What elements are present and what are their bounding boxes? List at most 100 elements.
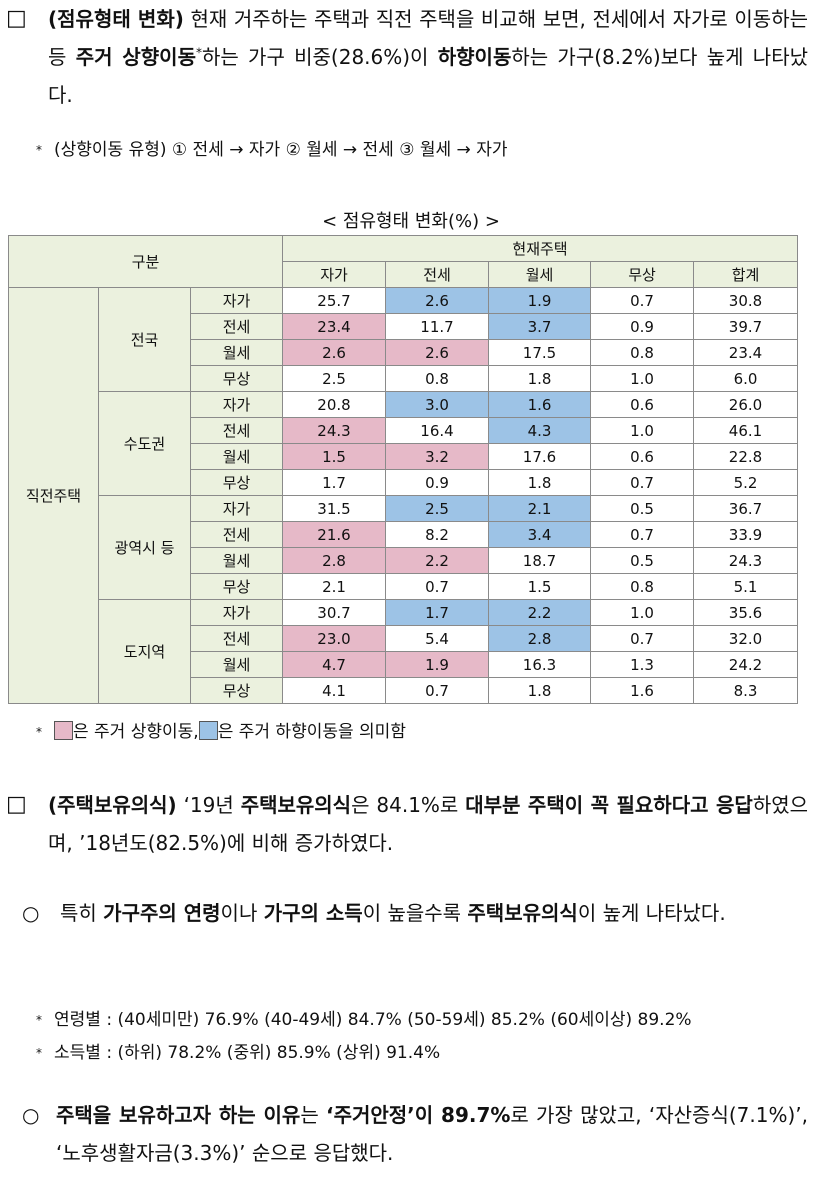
text-run: 특히 bbox=[60, 901, 104, 925]
row-label: 자가 bbox=[190, 287, 283, 314]
table-cell: 0.8 bbox=[590, 573, 694, 600]
table-cell: 32.0 bbox=[693, 625, 798, 652]
table-cell: 24.3 bbox=[282, 417, 386, 444]
table-row: 전세 24.3 16.4 4.3 1.0 46.1 bbox=[9, 417, 798, 444]
paragraph: □ (주택보유의식) ‘19년 주택보유의식은 84.1%로 대부분 주택이 꼭 … bbox=[0, 786, 808, 862]
table-cell: 3.2 bbox=[385, 443, 489, 470]
legend-text: 은 주거 상향이동, bbox=[73, 722, 199, 742]
header-cell: 합계 bbox=[693, 261, 798, 288]
row-label: 자가 bbox=[190, 391, 283, 418]
header-cell: 무상 bbox=[590, 261, 694, 288]
table-cell: 5.2 bbox=[693, 469, 798, 496]
row-label: 월세 bbox=[190, 651, 283, 678]
table-cell: 1.0 bbox=[590, 417, 694, 444]
text-run: 이 높게 나타났다. bbox=[577, 901, 726, 925]
table-cell: 20.8 bbox=[282, 391, 386, 418]
table-cell: 5.1 bbox=[693, 573, 798, 600]
table-cell: 4.1 bbox=[282, 677, 386, 704]
legend-text: 은 주거 하향이동을 의미함 bbox=[217, 722, 406, 742]
table-cell: 36.7 bbox=[693, 495, 798, 522]
paragraph: □ (점유형태 변화) 현재 거주하는 주택과 직전 주택을 비교해 보면, 전세… bbox=[0, 0, 808, 114]
table-cell: 23.0 bbox=[282, 625, 386, 652]
table-cell: 0.7 bbox=[590, 521, 694, 548]
table-cell: 2.6 bbox=[282, 339, 386, 366]
table-cell: 0.9 bbox=[590, 313, 694, 340]
table-cell: 8.3 bbox=[693, 677, 798, 704]
text-run: 하는 가구(8.2%)보다 높게 나타났다. bbox=[48, 45, 809, 107]
table-cell: 1.0 bbox=[590, 365, 694, 392]
row-label: 무상 bbox=[190, 677, 283, 704]
table-cell: 2.2 bbox=[385, 547, 489, 574]
table-cell: 2.8 bbox=[282, 547, 386, 574]
table-cell: 30.7 bbox=[282, 599, 386, 626]
table-row: 도지역 자가 30.7 1.7 2.2 1.0 35.6 bbox=[9, 599, 798, 704]
text-run: 하는 가구 비중(28.6%)이 bbox=[201, 45, 438, 69]
text-run: 가구의 소득 bbox=[263, 901, 363, 925]
notes: * 연령별 : (40세미만) 76.9% (40-49세) 84.7% (50-… bbox=[36, 1004, 692, 1070]
row-label: 월세 bbox=[190, 547, 283, 574]
table-cell: 3.7 bbox=[488, 313, 591, 340]
table-row: 수도권 자가 20.8 3.0 1.6 0.6 26.0 bbox=[9, 391, 798, 496]
note: * (상향이동 유형) ① 전세 → 자가 ② 월세 → 전세 ③ 월세 → 자가 bbox=[36, 138, 508, 162]
table-cell: 1.8 bbox=[488, 469, 591, 496]
text-run: 가구주의 연령 bbox=[103, 901, 221, 925]
table-cell: 2.5 bbox=[282, 365, 386, 392]
note-text: 연령별 : (40세미만) 76.9% (40-49세) 84.7% (50-5… bbox=[54, 1010, 692, 1030]
text-run: ‘주거안정’이 89.7% bbox=[325, 1103, 511, 1127]
table-cell: 2.6 bbox=[385, 339, 489, 366]
table-cell: 0.7 bbox=[590, 625, 694, 652]
table-cell: 16.3 bbox=[488, 651, 591, 678]
text-run: 주택을 보유하고자 하는 이유 bbox=[56, 1103, 301, 1127]
text-run: 주택보유의식 bbox=[240, 793, 352, 817]
table-cell: 1.8 bbox=[488, 677, 591, 704]
table-cell: 2.1 bbox=[282, 573, 386, 600]
table-row: 월세 1.5 3.2 17.6 0.6 22.8 bbox=[9, 443, 798, 470]
note-marker: * bbox=[36, 143, 42, 157]
legend-swatch bbox=[54, 721, 73, 740]
text-run: 대부분 주택이 꼭 필요하다고 응답 bbox=[465, 793, 753, 817]
table-cell: 25.7 bbox=[282, 287, 386, 314]
note-line: * (상향이동 유형) ① 전세 → 자가 ② 월세 → 전세 ③ 월세 → 자가 bbox=[36, 138, 508, 162]
text-run: 주택보유의식 bbox=[467, 901, 578, 925]
table-row: 무상 4.1 0.7 1.8 1.6 8.3 bbox=[9, 677, 798, 704]
text-run: 현재 거주하는 주택과 직전 주택을 비교해 보면, 전세에서 자가로 이동하는… bbox=[48, 7, 808, 69]
header-cell: 현재주택 bbox=[282, 235, 798, 262]
bullet: □ bbox=[6, 6, 27, 31]
table-cell: 0.7 bbox=[385, 573, 489, 600]
table-row: 전세 23.4 11.7 3.7 0.9 39.7 bbox=[9, 313, 798, 340]
legend: * 은 주거 상향이동, 은 주거 하향이동을 의미함 bbox=[36, 720, 406, 744]
table-cell: 2.6 bbox=[385, 287, 489, 314]
text-run: 하향이동 bbox=[437, 45, 512, 69]
table-cell: 22.8 bbox=[693, 443, 798, 470]
table-cell: 30.8 bbox=[693, 287, 798, 314]
row-label: 전세 bbox=[190, 521, 283, 548]
table-row: 전세 21.6 8.2 3.4 0.7 33.9 bbox=[9, 521, 798, 548]
table-cell: 4.7 bbox=[282, 651, 386, 678]
table-cell: 5.4 bbox=[385, 625, 489, 652]
table-cell: 1.5 bbox=[282, 443, 386, 470]
table-cell: 0.6 bbox=[590, 391, 694, 418]
row-label: 무상 bbox=[190, 365, 283, 392]
table-cell: 0.8 bbox=[590, 339, 694, 366]
table-cell: 2.5 bbox=[385, 495, 489, 522]
bullet: ○ bbox=[22, 901, 40, 925]
region-cell: 도지역 bbox=[98, 599, 191, 704]
table-cell: 2.8 bbox=[488, 625, 591, 652]
note-marker: * bbox=[36, 1013, 42, 1027]
table-cell: 0.7 bbox=[385, 677, 489, 704]
table-cell: 0.7 bbox=[590, 469, 694, 496]
table-cell: 0.5 bbox=[590, 547, 694, 574]
text-run: 이 높을수록 bbox=[362, 901, 468, 925]
header-cell: 전세 bbox=[385, 261, 489, 288]
table-row: 직전주택 전국 자가 25.7 2.6 1.9 0.7 30.8 bbox=[8, 287, 798, 704]
table-cell: 46.1 bbox=[693, 417, 798, 444]
table-cell: 39.7 bbox=[693, 313, 798, 340]
legend-marker: * bbox=[36, 725, 42, 739]
text-run: ‘19년 bbox=[176, 793, 241, 817]
table-cell: 4.3 bbox=[488, 417, 591, 444]
header-cell: 월세 bbox=[488, 261, 591, 288]
table-cell: 17.5 bbox=[488, 339, 591, 366]
table-cell: 2.2 bbox=[488, 599, 591, 626]
table-cell: 8.2 bbox=[385, 521, 489, 548]
